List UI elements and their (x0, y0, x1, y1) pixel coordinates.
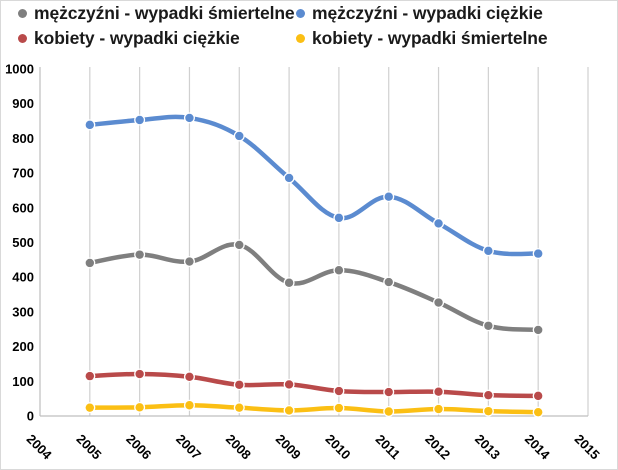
data-point-marker (235, 240, 244, 250)
data-point-marker (484, 246, 493, 256)
data-point-marker (484, 321, 493, 330)
data-point-marker (85, 258, 95, 268)
series-1 (84, 112, 544, 260)
data-point-marker (284, 278, 294, 287)
y-tick-label: 1000 (5, 62, 34, 77)
legend-item-men-serious: mężczyźni - wypadki ciężkie (296, 3, 543, 24)
data-point-marker (533, 407, 543, 417)
y-tick-label: 300 (12, 304, 34, 319)
series-0 (84, 239, 544, 336)
y-tick-label: 700 (12, 166, 34, 181)
x-tick-label: 2009 (273, 431, 304, 462)
x-axis-tick-labels: 2004 2005 2006 2007 2008 2009 2010 2011 2012 2013… (24, 431, 603, 463)
data-point-marker (384, 387, 393, 397)
data-point-marker (434, 404, 443, 414)
legend-marker-icon (296, 34, 305, 43)
y-tick-label: 500 (12, 235, 34, 250)
x-tick-label: 2010 (323, 431, 354, 462)
data-point-marker (185, 113, 194, 123)
data-point-marker (334, 213, 344, 223)
data-point-marker (135, 403, 144, 412)
x-tick-label: 2015 (572, 431, 603, 462)
x-tick-label: 2007 (173, 431, 204, 462)
legend-item-men-fatal: mężczyźni - wypadki śmiertelne (18, 3, 295, 24)
y-tick-label: 600 (12, 200, 34, 215)
x-tick-label: 2013 (472, 431, 503, 462)
y-tick-label: 900 (12, 96, 34, 111)
data-point-marker (384, 192, 393, 201)
data-point-marker (185, 257, 194, 266)
series-3 (84, 399, 544, 418)
data-point-marker (533, 391, 543, 401)
y-tick-label: 0 (27, 409, 34, 424)
y-tick-label: 200 (12, 339, 34, 354)
data-point-marker (135, 369, 144, 379)
data-point-marker (434, 298, 443, 307)
series-line (87, 371, 541, 399)
x-tick-label: 2006 (123, 431, 154, 462)
legend-label: mężczyźni - wypadki ciężkie (312, 3, 543, 23)
data-point-marker (284, 406, 294, 415)
data-point-marker (135, 250, 144, 259)
series-line (87, 242, 541, 333)
data-point-marker (284, 173, 294, 183)
legend-label: mężczyźni - wypadki śmiertelne (34, 3, 295, 23)
legend-marker-icon (18, 34, 27, 43)
data-point-marker (434, 219, 443, 228)
x-tick-label: 2004 (24, 431, 56, 463)
data-point-marker (334, 266, 344, 275)
legend-marker-icon (18, 9, 27, 18)
data-point-marker (85, 403, 95, 412)
series-2 (84, 368, 544, 402)
legend-label: kobiety - wypadki śmiertelne (312, 28, 548, 48)
data-point-marker (235, 403, 244, 412)
data-series (84, 112, 544, 418)
y-tick-label: 400 (12, 270, 34, 285)
data-point-marker (484, 390, 493, 400)
data-point-marker (533, 325, 543, 335)
y-tick-label: 100 (12, 374, 34, 389)
data-point-marker (334, 403, 344, 413)
data-point-marker (85, 371, 95, 381)
x-tick-label: 2012 (422, 431, 453, 462)
data-point-marker (85, 120, 95, 130)
x-tick-label: 2014 (522, 431, 554, 463)
data-point-marker (334, 386, 344, 396)
data-point-marker (235, 131, 244, 141)
data-point-marker (384, 407, 393, 416)
legend-marker-icon (296, 9, 305, 18)
data-point-marker (434, 387, 443, 396)
x-tick-label: 2008 (223, 431, 254, 462)
legend-item-women-fatal: kobiety - wypadki śmiertelne (296, 28, 548, 49)
y-axis-tick-labels: 0 100 200 300 400 500 600 700 800 900 1000 (5, 62, 34, 424)
data-point-marker (533, 249, 543, 258)
axes (39, 67, 588, 417)
data-point-marker (384, 277, 393, 287)
data-point-marker (185, 372, 194, 381)
y-tick-label: 800 (12, 131, 34, 146)
x-tick-label: 2005 (73, 431, 104, 462)
data-point-marker (235, 380, 244, 389)
legend-item-women-serious: kobiety - wypadki ciężkie (18, 28, 240, 49)
series-line (87, 114, 541, 257)
data-point-marker (284, 380, 294, 389)
data-point-marker (185, 401, 194, 410)
data-point-marker (135, 115, 144, 125)
data-point-marker (484, 406, 493, 416)
series-line (87, 402, 541, 415)
x-tick-label: 2011 (373, 432, 404, 463)
legend-label: kobiety - wypadki ciężkie (34, 28, 240, 48)
